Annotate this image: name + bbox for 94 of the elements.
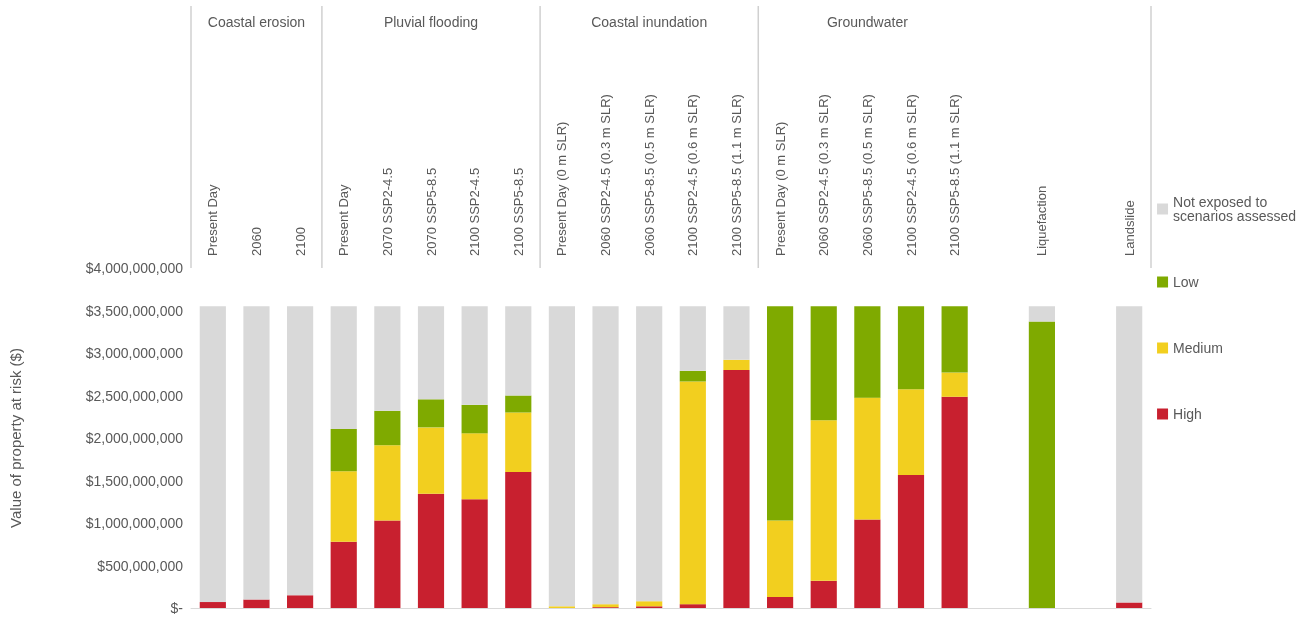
bar xyxy=(767,520,794,597)
y-tick-label: $- xyxy=(170,600,184,616)
bar xyxy=(854,519,881,608)
bar xyxy=(897,306,925,390)
y-tick-label: $4,000,000,000 xyxy=(85,260,184,276)
x-tick-label: 2100 SSP2-4.5 xyxy=(467,167,483,256)
x-tick-label: 2070 SSP2-4.5 xyxy=(379,167,395,256)
x-tick-label: 2100 SSP5-8.5 (1.1 m SLR) xyxy=(947,94,963,256)
bar xyxy=(723,359,750,370)
bar xyxy=(723,370,750,608)
bar xyxy=(1028,306,1055,322)
bar xyxy=(1116,306,1143,603)
x-tick-label: 2070 SSP5-8.5 xyxy=(423,167,439,256)
bar xyxy=(374,306,401,411)
bar xyxy=(417,427,445,494)
y-axis-title: Value of property at risk ($) xyxy=(7,348,24,528)
bar xyxy=(374,520,401,608)
bar xyxy=(287,306,314,596)
bar xyxy=(810,306,837,421)
x-tick-label: 2100 SSP2-4.5 (0.6 m SLR) xyxy=(903,94,919,256)
bar xyxy=(199,602,226,608)
y-tick-label: $1,500,000,000 xyxy=(85,472,184,489)
x-tick-label: 2060 SSP2-4.5 (0.3 m SLR) xyxy=(598,94,614,256)
bar xyxy=(374,410,401,446)
x-tick-label: 2100 SSP5-8.5 (1.1 m SLR) xyxy=(728,94,744,256)
x-tick-label: 2100 SSP5-8.5 xyxy=(510,167,526,256)
bar xyxy=(679,381,706,605)
bar xyxy=(679,604,706,608)
bar xyxy=(374,445,401,521)
bar xyxy=(505,472,532,608)
bar xyxy=(767,596,794,608)
text: Coastal inundation xyxy=(591,14,708,30)
x-tick-label: 2060 SSP2-4.5 (0.3 m SLR) xyxy=(816,94,832,256)
bar xyxy=(330,541,357,608)
legend-label: Not exposed to scenarios assessed xyxy=(1173,194,1296,224)
bar xyxy=(723,306,750,360)
bar xyxy=(1028,321,1055,608)
x-tick-label: 2100 SSP2-4.5 (0.6 m SLR) xyxy=(685,94,701,256)
bar xyxy=(243,599,270,608)
bar xyxy=(330,471,357,542)
bar xyxy=(810,420,837,581)
y-tick-label: $1,000,000,000 xyxy=(85,515,184,531)
legend-label: Medium xyxy=(1173,340,1223,356)
legend-label: High xyxy=(1173,406,1202,422)
bar xyxy=(417,306,445,400)
text: Groundwater xyxy=(826,14,909,30)
legend-label: Low xyxy=(1173,274,1200,290)
bar xyxy=(854,306,881,398)
bar xyxy=(1116,602,1143,608)
bar xyxy=(636,306,663,602)
y-tick-label: $2,500,000,000 xyxy=(85,387,184,404)
bar xyxy=(897,474,925,608)
bar xyxy=(505,395,532,413)
bar xyxy=(417,399,445,428)
bar xyxy=(941,372,968,397)
x-tick-label: Present Day (0 m SLR) xyxy=(772,121,788,256)
x-tick-label: 2060 SSP5-8.5 (0.5 m SLR) xyxy=(641,94,657,256)
x-tick-label: Present Day (0 m SLR) xyxy=(554,121,570,256)
bar xyxy=(461,404,488,434)
bar xyxy=(897,389,925,475)
bar xyxy=(679,370,706,382)
bar xyxy=(330,429,357,472)
y-tick-label: $500,000,000 xyxy=(97,557,184,574)
bar xyxy=(330,306,357,430)
bar xyxy=(810,580,837,608)
bar xyxy=(505,412,532,472)
bar xyxy=(287,595,314,608)
bar xyxy=(461,306,488,405)
y-tick-label: $2,000,000,000 xyxy=(85,430,184,446)
x-tick-label: Liquefaction xyxy=(1034,185,1050,256)
text: Pluvial flooding xyxy=(383,14,479,30)
bar xyxy=(548,306,575,607)
x-tick-label: Landslide xyxy=(1121,200,1137,256)
y-tick-label: $3,000,000,000 xyxy=(85,345,184,361)
bar xyxy=(461,433,488,500)
bar xyxy=(243,306,270,600)
x-tick-label: Present Day xyxy=(205,183,221,256)
bar xyxy=(592,306,619,605)
bar xyxy=(941,306,968,373)
bar xyxy=(199,306,226,603)
bar xyxy=(636,601,663,607)
x-tick-label: 2060 xyxy=(248,227,264,256)
y-tick-label: $3,500,000,000 xyxy=(85,302,184,319)
bar xyxy=(854,397,881,520)
bar xyxy=(417,493,445,608)
bar xyxy=(461,499,488,608)
x-tick-label: Present Day xyxy=(336,183,352,256)
x-tick-label: 2100 xyxy=(292,227,308,256)
bar xyxy=(941,396,968,608)
bar xyxy=(679,306,706,371)
text: Coastal erosion xyxy=(207,14,306,30)
bar xyxy=(767,306,794,521)
x-tick-label: 2060 SSP5-8.5 (0.5 m SLR) xyxy=(859,94,875,256)
bar xyxy=(505,306,532,396)
